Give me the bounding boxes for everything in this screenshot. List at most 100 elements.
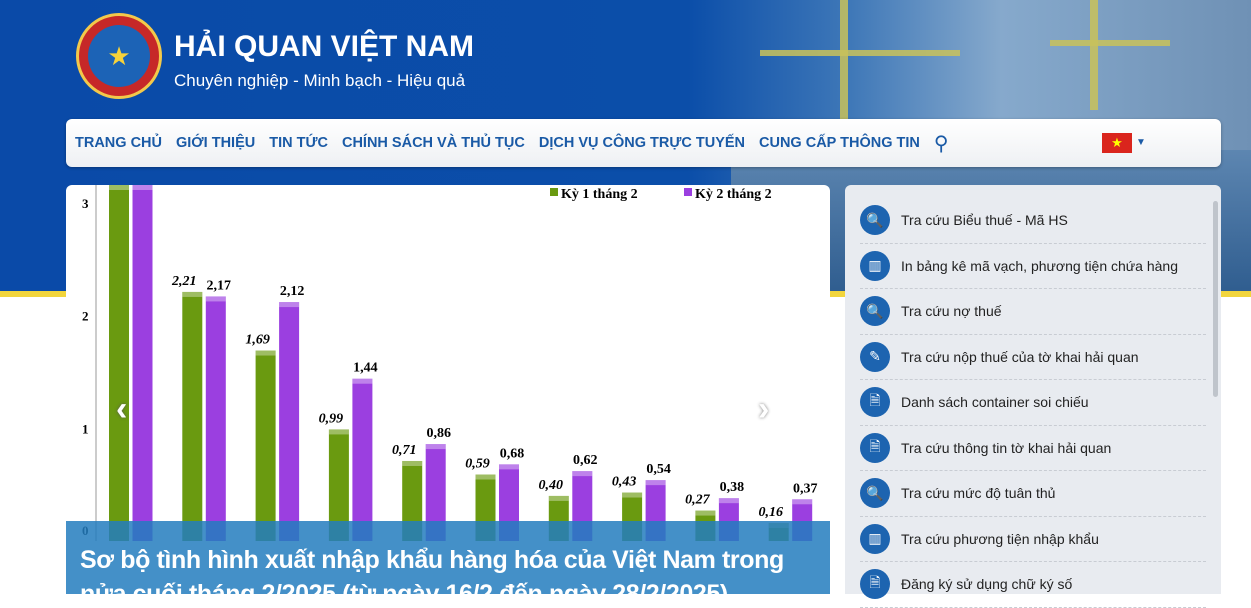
sidebar-item-label: In bảng kê mã vạch, phương tiện chứa hàn…: [901, 257, 1178, 274]
magnifier-icon: 🔍: [860, 205, 890, 236]
data-label: 1,44: [353, 361, 378, 376]
bar: [132, 185, 153, 541]
slider-next-arrow-icon[interactable]: ›: [758, 390, 770, 428]
crane-shape: [1050, 40, 1170, 46]
bar-cap: [792, 499, 813, 505]
bar-cap: [182, 291, 203, 297]
sidebar-item[interactable]: 🔍 Tra cứu Biểu thuế - Mã HS: [860, 198, 1206, 244]
sidebar-item-label: Tra cứu nợ thuế: [901, 303, 1002, 320]
legend-swatch: [550, 188, 558, 196]
legend-swatch: [684, 188, 692, 196]
bar-cap: [255, 350, 276, 356]
data-label: 0,40: [539, 478, 564, 493]
bar: [425, 444, 446, 541]
bar-cap: [475, 474, 496, 480]
data-label: 0,86: [426, 426, 451, 441]
sidebar-scrollbar[interactable]: [1213, 201, 1218, 397]
bar-cap: [352, 378, 373, 384]
data-label: 0,62: [573, 453, 598, 468]
y-tick-label: 1: [82, 421, 89, 436]
bar-cap: [109, 185, 129, 190]
sidebar-item[interactable]: 🔍 Tra cứu mức độ tuân thủ: [860, 471, 1206, 517]
y-tick-label: 2: [82, 309, 89, 324]
nav-news[interactable]: TIN TỨC: [269, 135, 328, 151]
sidebar-item[interactable]: 🗎 Tra cứu thông tin tờ khai hải quan: [860, 426, 1206, 471]
sidebar-item[interactable]: 🔍 Tra cứu nợ thuế: [860, 289, 1206, 335]
bar-cap: [645, 480, 666, 486]
sidebar-item-label: Danh sách container soi chiếu: [901, 394, 1089, 411]
bar: [255, 350, 276, 541]
nav-home[interactable]: TRANG CHỦ: [75, 135, 162, 151]
bar: [109, 185, 129, 541]
bar-cap: [328, 429, 349, 435]
barcode-icon: ▥: [860, 250, 890, 281]
bar: [205, 296, 226, 541]
magnifier-icon: 🔍: [860, 478, 890, 509]
bar-cap: [572, 471, 593, 477]
sidebar-item[interactable]: ✎ Tra cứu nộp thuế của tờ khai hải quan: [860, 335, 1206, 380]
site-title: HẢI QUAN VIỆT NAM: [174, 30, 474, 63]
data-label: 0,43: [612, 475, 637, 490]
sidebar-item-label: Tra cứu phương tiện nhập khẩu: [901, 530, 1099, 547]
nav-online-services[interactable]: DỊCH VỤ CÔNG TRỰC TUYẾN: [538, 135, 746, 151]
language-dropdown-caret-icon[interactable]: ▼: [1136, 137, 1146, 148]
magnifier-icon: 🔍: [860, 296, 890, 327]
legend-label: Kỳ 2 tháng 2: [695, 187, 772, 202]
nav-information[interactable]: CUNG CẤP THÔNG TIN: [759, 135, 920, 151]
slide-caption[interactable]: Sơ bộ tình hình xuất nhập khẩu hàng hóa …: [66, 521, 830, 594]
customs-logo[interactable]: ★: [76, 13, 162, 99]
bar-cap: [622, 492, 643, 498]
star-emblem-icon: ★: [88, 25, 150, 87]
sidebar-item-label: Tra cứu nộp thuế của tờ khai hải quan: [901, 348, 1139, 365]
bar: [328, 429, 349, 541]
main-nav: TRANG CHỦ GIỚI THIỆU TIN TỨC CHÍNH SÁCH …: [66, 119, 1221, 167]
data-label: 2,12: [280, 284, 305, 299]
sidebar-item-label: Tra cứu thông tin tờ khai hải quan: [901, 439, 1112, 456]
bar: [352, 378, 373, 541]
data-label: 0,99: [319, 411, 344, 426]
data-label: 0,37: [793, 481, 818, 496]
crane-shape: [1090, 0, 1098, 110]
bar-cap: [132, 185, 153, 190]
data-label: 0,68: [500, 446, 525, 461]
bar-cap: [425, 444, 446, 450]
sidebar-item-label: Đăng ký sử dụng chữ ký số: [901, 576, 1073, 593]
data-label: 0,27: [685, 493, 711, 508]
sidebar-item-label: Tra cứu Biểu thuế - Mã HS: [901, 212, 1068, 229]
sidebar-item-label: Tra cứu mức độ tuân thủ: [901, 485, 1056, 502]
document-search-icon: 🗎: [860, 569, 890, 600]
bar: [182, 291, 203, 541]
sidebar-item[interactable]: ▥ In bảng kê mã vạch, phương tiện chứa hà…: [860, 244, 1206, 289]
bar-cap: [279, 302, 300, 308]
nav-about[interactable]: GIỚI THIỆU: [176, 135, 256, 151]
services-sidebar: 🔍 Tra cứu Biểu thuế - Mã HS ▥ In bảng kê mã…: [845, 185, 1221, 608]
bar-cap: [402, 460, 423, 466]
data-label: 0,16: [758, 505, 783, 520]
vietnam-flag-icon[interactable]: ★: [1102, 133, 1132, 153]
barcode-icon: ▥: [860, 523, 890, 554]
bar-cap: [548, 495, 569, 501]
crane-shape: [760, 50, 960, 56]
bar: [402, 460, 423, 541]
data-label: 0,38: [720, 480, 745, 495]
document-search-icon: 🗎: [860, 432, 890, 463]
search-icon[interactable]: ⚲: [933, 132, 949, 155]
nav-policy[interactable]: CHÍNH SÁCH VÀ THỦ TỤC: [341, 135, 525, 151]
sidebar-item[interactable]: 🗎 Đăng ký sử dụng chữ ký số: [860, 562, 1206, 608]
data-label: 2,17: [207, 278, 232, 293]
sidebar-item[interactable]: ▥ Tra cứu phương tiện nhập khẩu: [860, 517, 1206, 562]
sidebar-item[interactable]: 🗎 Danh sách container soi chiếu: [860, 380, 1206, 426]
slider-prev-arrow-icon[interactable]: ‹: [116, 390, 128, 428]
news-slider[interactable]: 01232,211,690,990,710,590,400,430,270,16…: [66, 185, 830, 594]
site-slogan: Chuyên nghiệp - Minh bạch - Hiệu quả: [174, 71, 466, 90]
data-label: 0,54: [646, 462, 671, 477]
data-label: 0,71: [392, 443, 417, 458]
bar-cap: [695, 510, 716, 516]
crane-shape: [840, 0, 848, 120]
data-label: 0,59: [465, 457, 490, 472]
document-edit-icon: ✎: [860, 341, 890, 372]
bar-cap: [499, 464, 519, 470]
document-search-icon: 🗎: [860, 387, 890, 418]
bar: [279, 302, 300, 541]
chart-image: 01232,211,690,990,710,590,400,430,270,16…: [82, 185, 818, 541]
